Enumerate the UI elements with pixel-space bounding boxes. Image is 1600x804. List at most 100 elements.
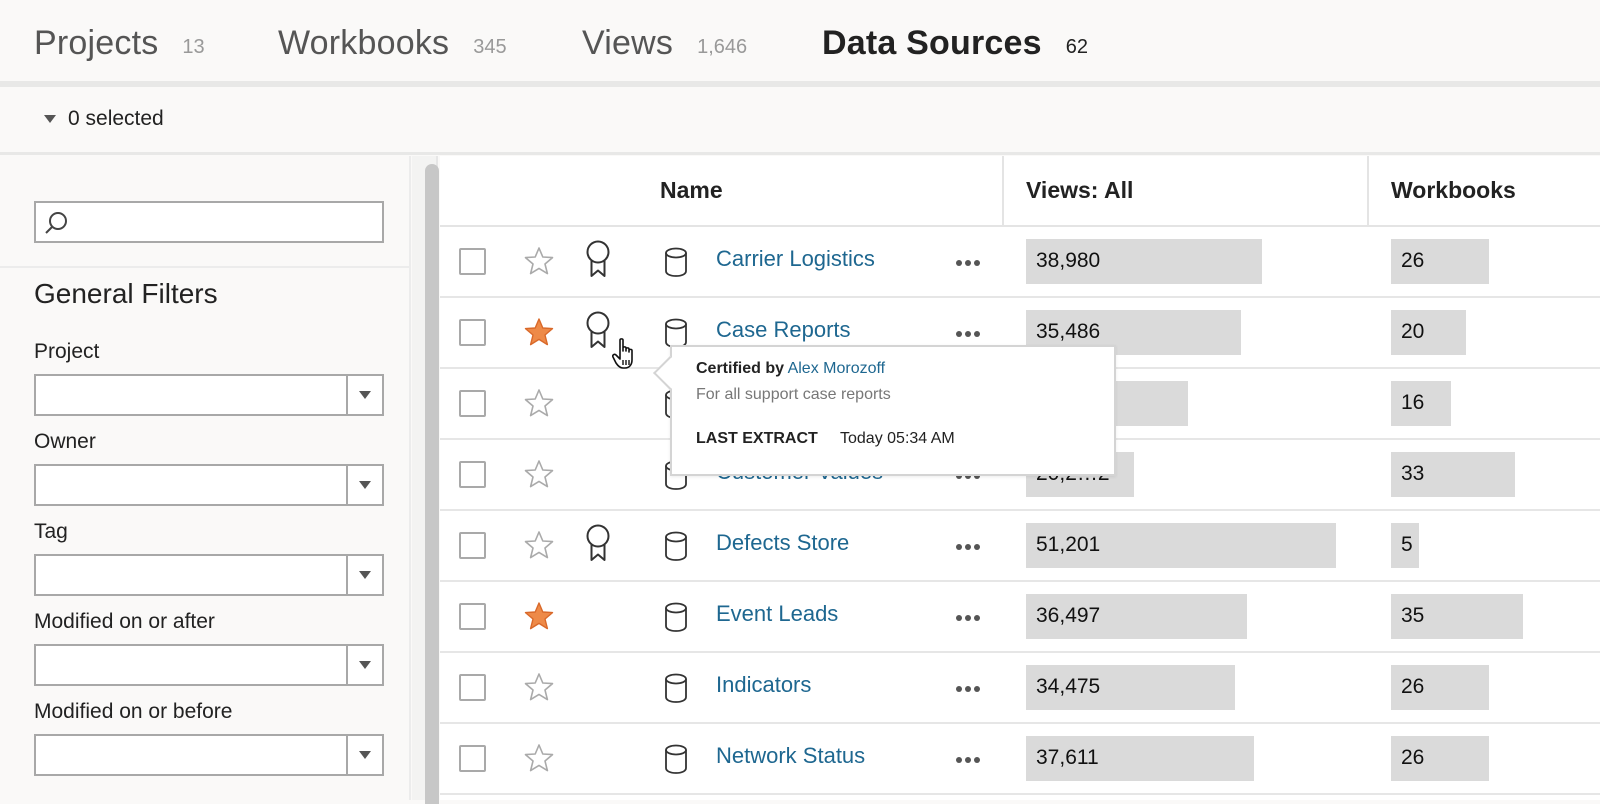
favorite-star-icon[interactable] (524, 459, 554, 494)
chevron-down-icon[interactable] (346, 556, 382, 594)
data-source-name-link[interactable]: Defects Store (716, 530, 850, 555)
table-row[interactable]: Event Leads 36,497 35 (440, 582, 1600, 653)
workbooks-value: 16 (1401, 391, 1425, 414)
more-actions-icon[interactable] (956, 679, 986, 693)
filter-label-project: Project (34, 340, 100, 363)
search-box[interactable] (34, 201, 384, 243)
row-checkbox[interactable] (459, 248, 486, 275)
more-actions-icon[interactable] (956, 537, 986, 551)
workbooks-value: 35 (1401, 604, 1425, 627)
table-row[interactable]: Network Status 37,611 26 (440, 724, 1600, 795)
workbooks-bar: 33 (1391, 452, 1515, 497)
tab-data-sources[interactable]: Data Sources 62 (806, 0, 1088, 93)
chevron-down-icon[interactable] (346, 376, 382, 414)
column-header-workbooks[interactable]: Workbooks (1391, 177, 1516, 203)
table-row[interactable]: Defects Store 51,201 5 (440, 511, 1600, 582)
favorite-star-icon[interactable] (524, 672, 554, 707)
search-section (0, 156, 409, 268)
certifier-link[interactable]: Alex Morozoff (787, 360, 886, 377)
views-bar: 38,980 (1026, 239, 1262, 284)
workbooks-value: 26 (1401, 746, 1425, 769)
column-header-name[interactable]: Name (660, 177, 723, 203)
favorite-star-icon[interactable] (524, 530, 554, 565)
views-value: 37,611 (1036, 746, 1099, 769)
tab-count: 62 (1065, 36, 1088, 58)
certification-note: For all support case reports (696, 386, 891, 403)
data-source-icon (664, 673, 688, 708)
table-header: Name Views: All Workbooks (440, 156, 1600, 227)
filter-label-owner: Owner (34, 430, 96, 453)
tab-views[interactable]: Views 1,646 (582, 0, 747, 87)
tab-label: Workbooks (278, 24, 450, 62)
chevron-down-icon[interactable] (346, 466, 382, 504)
table-row[interactable]: Indicators 34,475 26 (440, 653, 1600, 724)
workbooks-bar: 35 (1391, 594, 1523, 639)
views-bar: 37,611 (1026, 736, 1254, 781)
views-bar: 36,497 (1026, 594, 1247, 639)
favorite-star-icon[interactable] (524, 743, 554, 778)
favorite-star-icon[interactable] (524, 388, 554, 423)
row-checkbox[interactable] (459, 532, 486, 559)
row-checkbox[interactable] (459, 319, 486, 346)
modified-after-dropdown[interactable] (34, 644, 384, 686)
certified-badge-icon[interactable] (584, 524, 612, 569)
selection-toolbar: 0 selected (0, 87, 1600, 155)
more-actions-icon[interactable] (956, 324, 986, 338)
favorite-star-icon[interactable] (524, 246, 554, 281)
workbooks-value: 33 (1401, 462, 1425, 485)
row-checkbox[interactable] (459, 603, 486, 630)
tab-workbooks[interactable]: Workbooks 345 (278, 0, 507, 87)
certification-tooltip: Certified by Alex Morozoff For all suppo… (653, 345, 1116, 476)
column-divider[interactable] (1367, 156, 1369, 225)
workbooks-value: 20 (1401, 320, 1425, 343)
search-input[interactable] (76, 205, 376, 239)
chevron-down-icon[interactable] (346, 736, 382, 774)
tab-count: 345 (473, 36, 507, 58)
filter-label-modified-after: Modified on or after (34, 610, 215, 633)
project-dropdown[interactable] (34, 374, 384, 416)
workbooks-bar: 16 (1391, 381, 1451, 426)
tab-count: 13 (182, 36, 205, 58)
views-bar: 51,201 (1026, 523, 1336, 568)
views-value: 51,201 (1036, 533, 1101, 556)
more-actions-icon[interactable] (956, 253, 986, 267)
data-source-name-link[interactable]: Case Reports (716, 317, 851, 342)
more-actions-icon[interactable] (956, 608, 986, 622)
workbooks-bar: 20 (1391, 310, 1466, 355)
column-header-views[interactable]: Views: All (1026, 177, 1134, 203)
general-filters-heading: General Filters (34, 278, 218, 309)
row-checkbox[interactable] (459, 390, 486, 417)
workbooks-bar: 5 (1391, 523, 1419, 568)
more-actions-icon[interactable] (956, 750, 986, 764)
certified-badge-icon[interactable] (584, 311, 612, 356)
data-source-name-link[interactable]: Network Status (716, 743, 866, 768)
data-source-name-link[interactable]: Carrier Logistics (716, 246, 875, 271)
sidebar-scrollbar[interactable] (412, 156, 439, 804)
owner-dropdown[interactable] (34, 464, 384, 506)
selection-menu-button[interactable]: 0 selected (44, 107, 164, 131)
data-source-name-link[interactable]: Event Leads (716, 601, 839, 626)
modified-before-dropdown[interactable] (34, 734, 384, 776)
data-source-name-link[interactable]: Indicators (716, 672, 812, 697)
table-row[interactable]: Carrier Logistics 38,980 26 (440, 227, 1600, 298)
tag-dropdown[interactable] (34, 554, 384, 596)
data-sources-table: Name Views: All Workbooks Carrier Logist… (440, 156, 1600, 800)
certified-by-line: Certified by Alex Morozoff (696, 360, 885, 378)
more-actions-icon[interactable] (956, 466, 986, 480)
views-value: 34,475 (1036, 675, 1101, 698)
certified-badge-icon[interactable] (584, 240, 612, 285)
last-extract-label: LAST EXTRACT (696, 430, 818, 447)
row-checkbox[interactable] (459, 461, 486, 488)
favorite-star-filled-icon[interactable] (524, 601, 554, 636)
scrollbar-thumb[interactable] (425, 164, 439, 804)
chevron-down-icon[interactable] (346, 646, 382, 684)
row-checkbox[interactable] (459, 745, 486, 772)
row-checkbox[interactable] (459, 674, 486, 701)
tab-projects[interactable]: Projects 13 (34, 0, 205, 87)
views-value: 38,980 (1036, 249, 1101, 272)
certified-by-label: Certified by (696, 360, 785, 377)
selected-count: 0 selected (68, 107, 164, 130)
data-source-icon (664, 531, 688, 566)
favorite-star-filled-icon[interactable] (524, 317, 554, 352)
column-divider[interactable] (1002, 156, 1004, 225)
